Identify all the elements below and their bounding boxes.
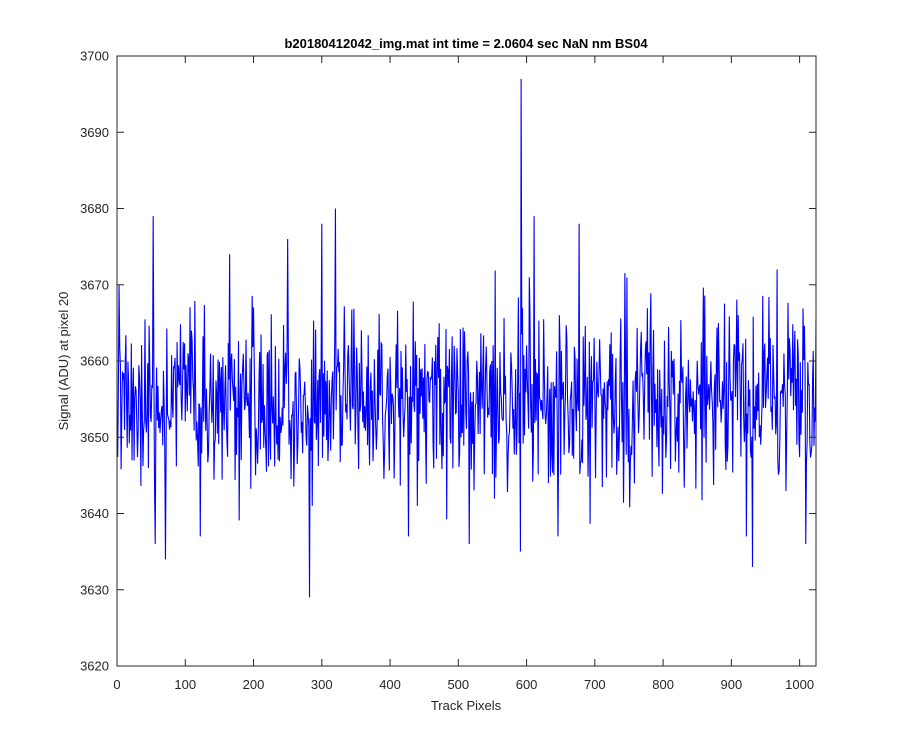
x-axis-label: Track Pixels bbox=[431, 698, 502, 713]
x-tick-label: 1000 bbox=[785, 677, 814, 692]
y-tick-label: 3660 bbox=[80, 354, 109, 369]
series-line bbox=[117, 78, 816, 598]
x-tick-label: 700 bbox=[584, 677, 606, 692]
y-tick-label: 3620 bbox=[80, 659, 109, 674]
x-tick-label: 500 bbox=[447, 677, 469, 692]
y-tick-label: 3630 bbox=[80, 582, 109, 597]
x-tick-label: 600 bbox=[516, 677, 538, 692]
x-tick-label: 800 bbox=[652, 677, 674, 692]
y-tick-label: 3680 bbox=[80, 201, 109, 216]
x-tick-label: 300 bbox=[311, 677, 333, 692]
y-axis: 3620 3630 3640 3650 3660 3670 3680 3690 3700 bbox=[80, 49, 816, 674]
y-tick-label: 3690 bbox=[80, 125, 109, 140]
axes-box bbox=[117, 56, 816, 666]
plot-area bbox=[117, 78, 816, 598]
y-axis-label: Signal (ADU) at pixel 20 bbox=[56, 292, 71, 431]
chart-title: b20180412042_img.mat int time = 2.0604 s… bbox=[284, 36, 648, 51]
x-axis: 0 100 200 300 400 500 600 700 800 900 1000 bbox=[113, 56, 814, 692]
x-tick-label: 400 bbox=[379, 677, 401, 692]
y-tick-label: 3640 bbox=[80, 506, 109, 521]
y-tick-label: 3670 bbox=[80, 277, 109, 292]
x-tick-label: 900 bbox=[721, 677, 743, 692]
x-tick-label: 0 bbox=[113, 677, 120, 692]
y-tick-label: 3650 bbox=[80, 430, 109, 445]
y-tick-label: 3700 bbox=[80, 49, 109, 64]
x-tick-label: 200 bbox=[243, 677, 265, 692]
x-tick-label: 100 bbox=[174, 677, 196, 692]
